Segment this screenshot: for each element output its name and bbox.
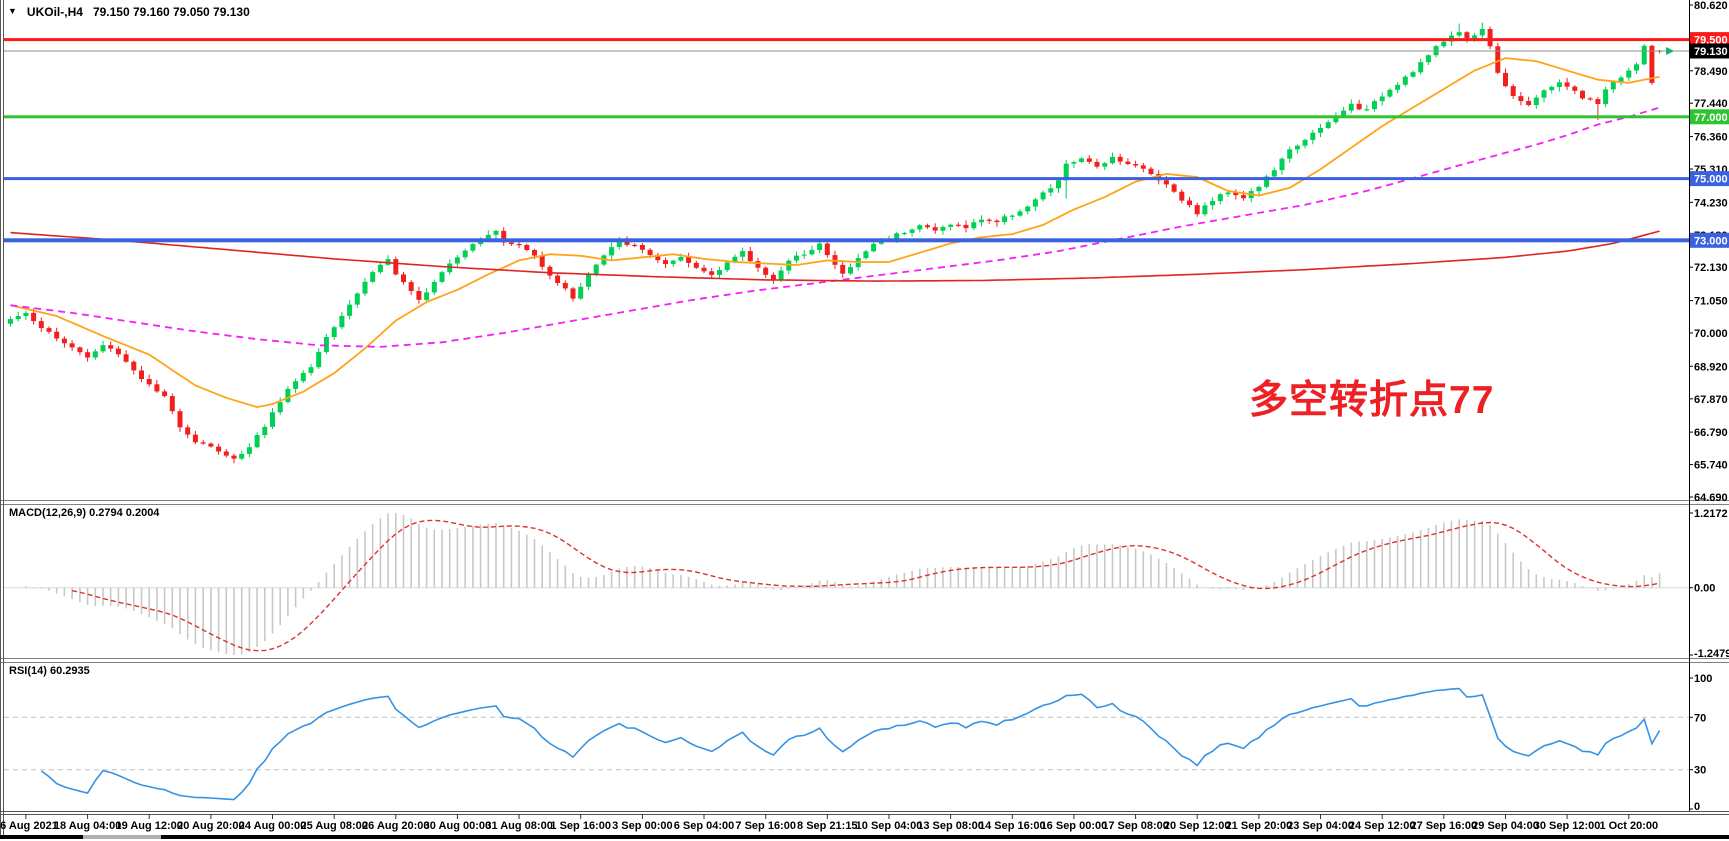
svg-text:70: 70 xyxy=(1694,712,1706,724)
price-axis[interactable] xyxy=(1689,0,1729,811)
rsi-panel[interactable] xyxy=(4,663,1689,811)
svg-text:-1.2479: -1.2479 xyxy=(1694,648,1729,660)
macd-panel[interactable] xyxy=(4,505,1689,658)
trend-annotation-text: 多空转折点77 xyxy=(1249,379,1495,422)
svg-text:64.690: 64.690 xyxy=(1694,492,1728,504)
svg-text:1.2172: 1.2172 xyxy=(1694,508,1728,520)
svg-text:77.440: 77.440 xyxy=(1694,98,1728,110)
svg-text:18 Aug 04:00: 18 Aug 04:00 xyxy=(54,820,121,832)
svg-text:14 Sep 16:00: 14 Sep 16:00 xyxy=(979,820,1046,832)
svg-text:68.920: 68.920 xyxy=(1694,361,1728,373)
svg-text:71.050: 71.050 xyxy=(1694,296,1728,308)
svg-text:16 Sep 00:00: 16 Sep 00:00 xyxy=(1041,820,1108,832)
chart-header: ▼ UKOil-,H4 79.150 79.160 79.050 79.130 xyxy=(8,5,250,19)
svg-text:30 Sep 12:00: 30 Sep 12:00 xyxy=(1534,820,1601,832)
time-axis[interactable] xyxy=(4,811,1689,834)
svg-text:23 Sep 04:00: 23 Sep 04:00 xyxy=(1287,820,1354,832)
rsi-indicator-label: RSI(14) 60.2935 xyxy=(9,665,90,677)
horizontal-scrollbar[interactable] xyxy=(0,834,1729,841)
symbol-dropdown-icon[interactable]: ▼ xyxy=(8,6,17,16)
svg-text:1 Oct 20:00: 1 Oct 20:00 xyxy=(1599,820,1658,832)
svg-text:10 Sep 04:00: 10 Sep 04:00 xyxy=(856,820,923,832)
svg-text:6 Sep 04:00: 6 Sep 04:00 xyxy=(674,820,735,832)
svg-text:20 Sep 12:00: 20 Sep 12:00 xyxy=(1164,820,1231,832)
svg-text:0.00: 0.00 xyxy=(1694,583,1715,595)
svg-text:73.000: 73.000 xyxy=(1694,235,1728,247)
svg-text:3 Sep 00:00: 3 Sep 00:00 xyxy=(612,820,673,832)
svg-text:65.740: 65.740 xyxy=(1694,460,1728,472)
svg-text:76.360: 76.360 xyxy=(1694,132,1728,144)
svg-text:26 Aug 20:00: 26 Aug 20:00 xyxy=(362,820,429,832)
svg-text:27 Sep 16:00: 27 Sep 16:00 xyxy=(1410,820,1477,832)
svg-text:31 Aug 08:00: 31 Aug 08:00 xyxy=(485,820,552,832)
ohlc-readout: 79.150 79.160 79.050 79.130 xyxy=(92,5,250,19)
svg-text:80.620: 80.620 xyxy=(1694,0,1728,12)
svg-text:13 Sep 08:00: 13 Sep 08:00 xyxy=(917,820,984,832)
svg-text:100: 100 xyxy=(1694,673,1712,685)
svg-text:72.130: 72.130 xyxy=(1694,262,1728,274)
svg-text:20 Aug 20:00: 20 Aug 20:00 xyxy=(177,820,244,832)
svg-text:30 Aug 00:00: 30 Aug 00:00 xyxy=(424,820,491,832)
main-price-panel[interactable] xyxy=(4,0,1689,500)
svg-text:19 Aug 12:00: 19 Aug 12:00 xyxy=(115,820,182,832)
svg-text:21 Sep 20:00: 21 Sep 20:00 xyxy=(1226,820,1293,832)
svg-text:67.870: 67.870 xyxy=(1694,394,1728,406)
svg-text:74.230: 74.230 xyxy=(1694,197,1728,209)
svg-text:78.490: 78.490 xyxy=(1694,66,1728,78)
svg-text:0: 0 xyxy=(1694,801,1700,813)
svg-text:1 Sep 16:00: 1 Sep 16:00 xyxy=(550,820,611,832)
svg-text:24 Aug 00:00: 24 Aug 00:00 xyxy=(239,820,306,832)
svg-text:17 Sep 08:00: 17 Sep 08:00 xyxy=(1102,820,1169,832)
svg-text:70.000: 70.000 xyxy=(1694,328,1728,340)
svg-text:66.790: 66.790 xyxy=(1694,427,1728,439)
svg-text:16 Aug 2021: 16 Aug 2021 xyxy=(0,820,58,832)
macd-indicator-label: MACD(12,26,9) 0.2794 0.2004 xyxy=(9,507,160,519)
svg-text:77.000: 77.000 xyxy=(1694,112,1728,124)
symbol-timeframe-label: UKOil-,H4 xyxy=(26,5,83,19)
svg-text:79.130: 79.130 xyxy=(1694,46,1728,58)
svg-text:7 Sep 16:00: 7 Sep 16:00 xyxy=(735,820,796,832)
svg-text:25 Aug 08:00: 25 Aug 08:00 xyxy=(300,820,367,832)
svg-text:75.000: 75.000 xyxy=(1694,174,1728,186)
svg-text:24 Sep 12:00: 24 Sep 12:00 xyxy=(1349,820,1416,832)
svg-text:30: 30 xyxy=(1694,765,1706,777)
svg-text:29 Sep 04:00: 29 Sep 04:00 xyxy=(1472,820,1539,832)
svg-text:8 Sep 21:15: 8 Sep 21:15 xyxy=(797,820,858,832)
